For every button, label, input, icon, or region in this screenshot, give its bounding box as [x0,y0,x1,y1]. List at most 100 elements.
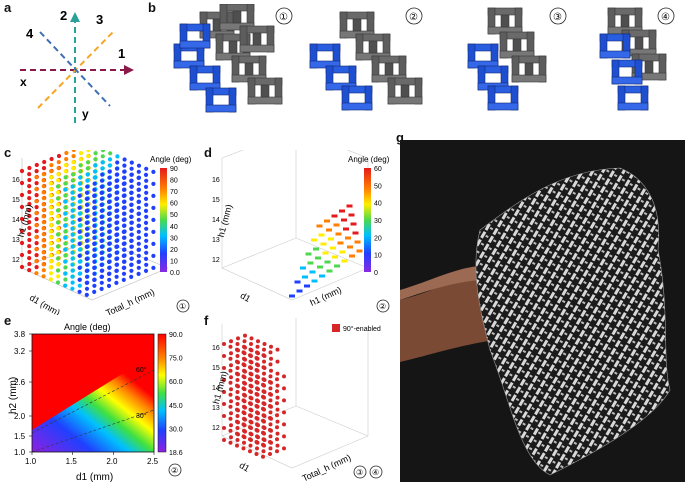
scatter-point [121,217,126,222]
scatter-point [27,249,32,255]
scatter-point [92,229,97,234]
panel-label-f: f [204,313,209,328]
scatter-point [84,214,90,219]
scatter-point [34,217,39,222]
scatter-point [99,184,104,189]
scatter-point [275,413,279,418]
scatter-point [63,163,69,168]
y-tick-label: 1.0 [14,448,26,457]
scatter-point [136,175,141,180]
scatter-point [114,226,119,231]
scatter-point [242,428,246,433]
colorbar-tick-label: 90 [170,166,178,173]
scatter-point [335,232,342,236]
scatter-point [100,160,105,165]
colorbar-tick-label: 50 [170,212,178,219]
scatter-point [235,414,240,418]
scatter-point [63,223,68,228]
scatter-point [63,247,68,252]
scatter-point [129,190,134,195]
scatter-point [268,440,272,444]
scatter-point [229,363,233,368]
scatter-point [107,181,112,186]
scatter-point [19,240,25,246]
scatter-point [106,283,112,288]
scatter-point [151,181,156,186]
scatter-point [92,277,97,282]
z-tick-label: 13 [212,405,220,412]
scatter-point [242,392,246,397]
heatmap-field [32,334,154,452]
scatter-point [77,193,82,198]
scatter-point [114,166,120,171]
colorbar-tick-label: 10 [170,258,178,265]
scatter-point [136,199,141,204]
scatter-point [121,181,126,186]
scatter-point [261,454,265,459]
scatter-point [41,256,46,261]
scatter-point [254,380,259,384]
z-tick-label: 16 [212,345,220,352]
scatter-point [114,280,119,285]
scatter-point [48,235,54,240]
scatter-point [248,401,252,406]
scatter-point [42,159,47,165]
scatter-point [289,294,295,298]
scatter-point [19,204,25,210]
scatter-point [114,250,119,255]
scatter-point [275,395,280,400]
scatter-point [122,157,127,162]
scatter-point [228,392,233,397]
scatter-point [27,196,32,201]
scatter-point [49,163,54,168]
scatter-point [235,347,239,352]
scatter-point [356,249,363,253]
scatter-point [34,253,39,258]
scatter-point [19,228,25,234]
x-axis-label: d1 [239,290,253,304]
scatter-point [114,178,119,183]
scatter-point [63,175,68,180]
scatter-point [70,262,75,267]
scatter-point [77,253,82,258]
scatter-point [248,383,253,388]
scatter-point [248,419,253,424]
panel-c-config-number: ① [179,302,186,311]
scatter-point [56,226,61,231]
scatter-point [34,265,39,270]
scatter-point [77,283,82,288]
scatter-point [71,166,76,171]
scatter-point [241,350,246,355]
scatter-point [255,446,259,451]
scatter-point [19,180,25,186]
scatter-point [77,277,82,282]
scatter-point [121,247,127,252]
scatter-point [268,416,272,420]
scatter-point [254,440,259,444]
z-tick-label: 15 [212,197,220,204]
scatter-point [56,202,61,207]
scatter-point [85,172,90,177]
scatter-point [85,160,91,165]
scatter-point [330,246,336,250]
scatter-point [222,354,226,358]
z-tick-label: 13 [12,237,20,244]
scatter-point [114,238,119,243]
scatter-point [70,244,75,249]
scatter-point [93,151,98,156]
z-tick-label: 12 [12,257,20,264]
scatter-point [261,394,265,399]
scatter-point [305,252,312,256]
scatter-point [34,229,39,234]
scatter-point [106,199,112,204]
scatter-point [129,166,134,171]
scatter-point [275,449,279,454]
scatter-point [348,213,355,217]
scatter-point [151,193,156,198]
colorbar-tick-label: 30 [170,235,178,242]
y-axis-label: Total_h (mm) [301,452,353,482]
scatter-point [92,265,97,270]
scatter-point [114,220,119,225]
scatter-point [85,178,90,183]
scatter-point [108,151,113,156]
